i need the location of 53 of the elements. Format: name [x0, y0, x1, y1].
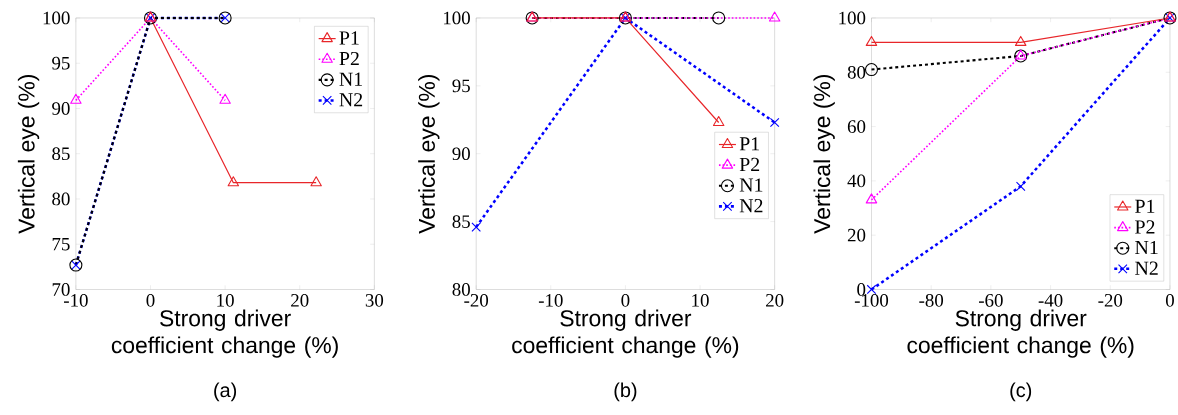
x-tick-label: 0 [1165, 293, 1174, 307]
legend-label: N1 [339, 72, 362, 86]
x-tick-label: 10 [217, 293, 234, 307]
x-axis-title: Strong driver coefficient change (%) [907, 309, 1134, 358]
y-tick-label: 90 [52, 101, 70, 115]
legend-label: N2 [339, 93, 363, 107]
x-tick-label: -40 [1038, 293, 1063, 307]
x-axis-title: Strong driver coefficient change (%) [512, 309, 739, 358]
y-tick-label: 100 [43, 11, 70, 25]
y-tick-label: 80 [847, 65, 866, 79]
legend-label: P1 [739, 137, 759, 151]
text: (a) [214, 382, 237, 402]
x-tick-label: 0 [621, 293, 630, 307]
x-tick-label: -20 [464, 293, 489, 307]
x-tick-label: -10 [538, 293, 563, 307]
text: (c) [1010, 382, 1032, 402]
legend-label: P1 [1135, 199, 1155, 213]
y-tick-label: 80 [52, 192, 70, 206]
x-tick-label: 30 [365, 293, 384, 307]
y-tick-label: 85 [452, 215, 470, 228]
y-tick-label: 75 [52, 237, 70, 251]
x-tick-label: -80 [919, 293, 944, 307]
x-tick-label: -20 [1098, 293, 1123, 307]
y-tick-label: 85 [52, 147, 70, 160]
y-axis-title: Vertical eye (%) [418, 74, 440, 234]
legend-label: N2 [1135, 261, 1158, 275]
y-axis-title: Vertical eye (%) [813, 74, 835, 234]
y-tick-label: 100 [839, 11, 866, 25]
legend-label: N1 [1135, 240, 1158, 254]
y-tick-label: 0 [857, 283, 866, 296]
y-tick-label: 90 [452, 147, 470, 160]
legend-label: P2 [739, 157, 760, 171]
x-tick-label: 20 [766, 293, 784, 307]
legend-label: P1 [339, 31, 359, 45]
y-tick-label: 100 [443, 11, 470, 25]
y-tick-label: 60 [847, 120, 866, 133]
legend-label: P2 [1135, 220, 1155, 234]
legend-label: P2 [339, 51, 359, 65]
text: (b) [614, 382, 637, 402]
y-tick-label: 80 [452, 283, 470, 296]
x-tick-label: 0 [146, 293, 155, 307]
y-axis-title: Vertical eye (%) [17, 74, 40, 234]
y-tick-label: 95 [452, 79, 470, 93]
x-tick-label: -100 [854, 293, 889, 307]
x-tick-label: 10 [692, 293, 709, 307]
y-tick-label: 95 [52, 56, 70, 70]
x-tick-label: -60 [978, 293, 1003, 307]
legend-label: N1 [739, 178, 763, 192]
y-tick-label: 20 [847, 228, 866, 242]
y-tick-label: 40 [847, 174, 866, 188]
x-tick-label: 20 [291, 293, 309, 307]
x-axis-title: Strong driver coefficient change (%) [111, 309, 338, 358]
legend-label: N2 [739, 198, 763, 213]
